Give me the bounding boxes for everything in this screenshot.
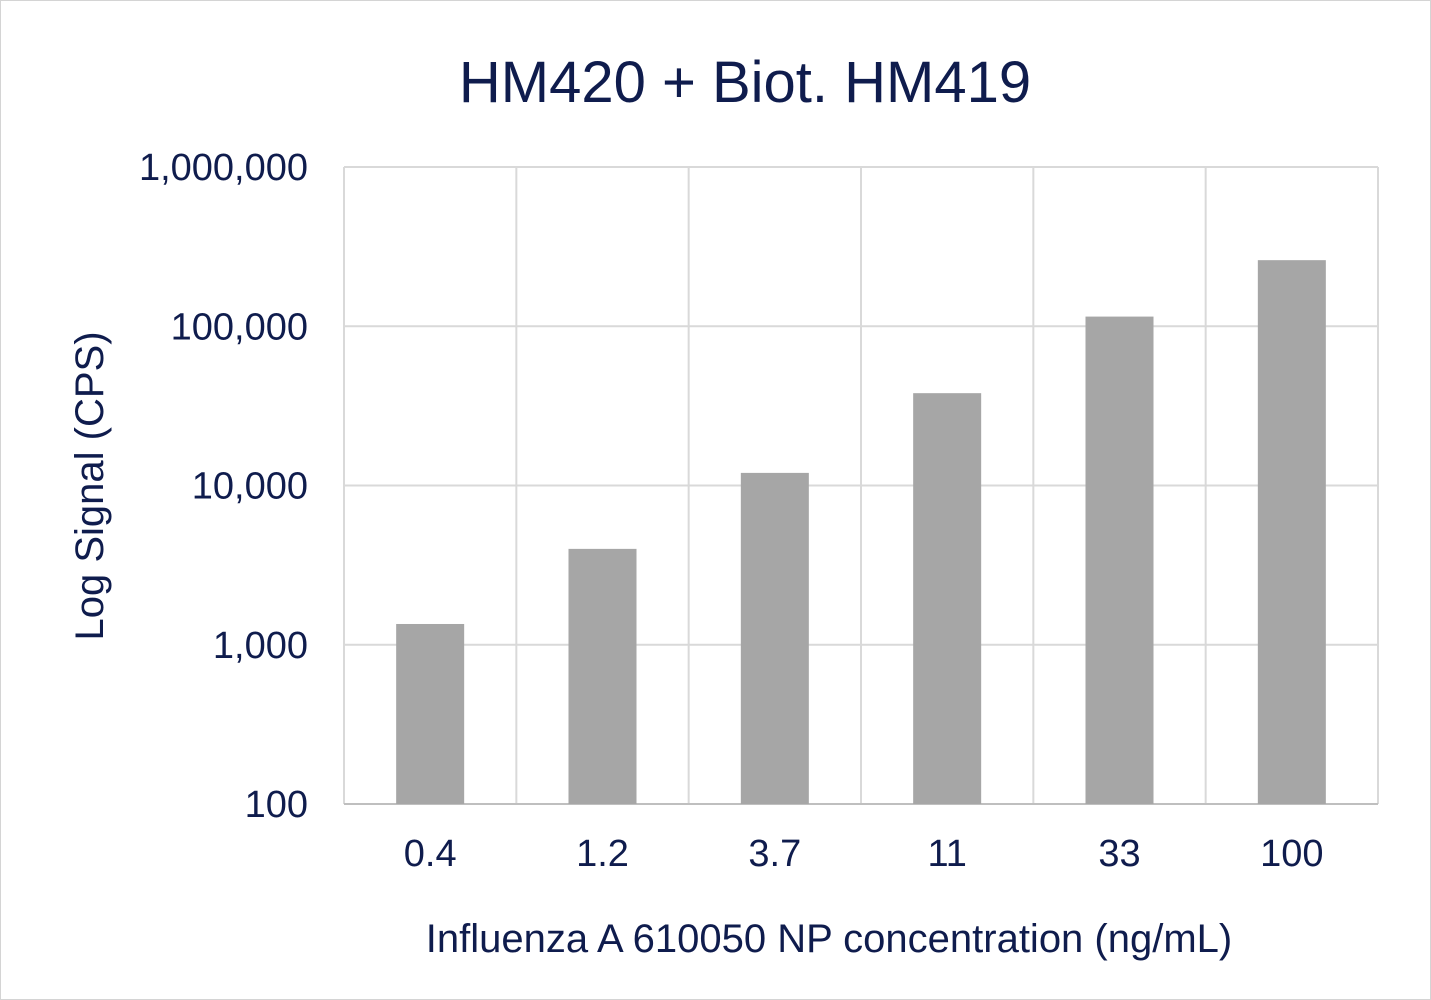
y-tick-label: 100,000: [171, 306, 308, 348]
bars: [396, 260, 1326, 804]
x-tick-label: 100: [1260, 833, 1323, 875]
grid-lines: [343, 166, 1379, 805]
bar: [1085, 316, 1154, 804]
y-axis-ticks: 100 1,000 10,000 100,000 1,000,000: [139, 147, 308, 826]
y-tick-label: 10,000: [192, 466, 308, 508]
chart-title: HM420 + Biot. HM419: [459, 50, 1031, 115]
y-tick-label: 100: [245, 784, 308, 826]
bar: [568, 548, 637, 804]
y-tick-label: 1,000: [213, 625, 308, 667]
bar: [740, 472, 809, 804]
x-tick-label: 0.4: [404, 833, 457, 875]
x-axis-label: Influenza A 610050 NP concentration (ng/…: [426, 917, 1232, 961]
bar: [1257, 260, 1326, 804]
y-axis-label: Log Signal (CPS): [68, 331, 112, 640]
bar: [396, 623, 465, 804]
y-tick-label: 1,000,000: [139, 147, 308, 189]
x-tick-label: 33: [1098, 833, 1140, 875]
x-tick-label: 3.7: [748, 833, 801, 875]
x-tick-label: 1.2: [576, 833, 629, 875]
x-axis-ticks: 0.4 1.2 3.7 11 33 100: [404, 833, 1324, 875]
bar: [913, 393, 982, 804]
x-tick-label: 11: [927, 833, 966, 875]
